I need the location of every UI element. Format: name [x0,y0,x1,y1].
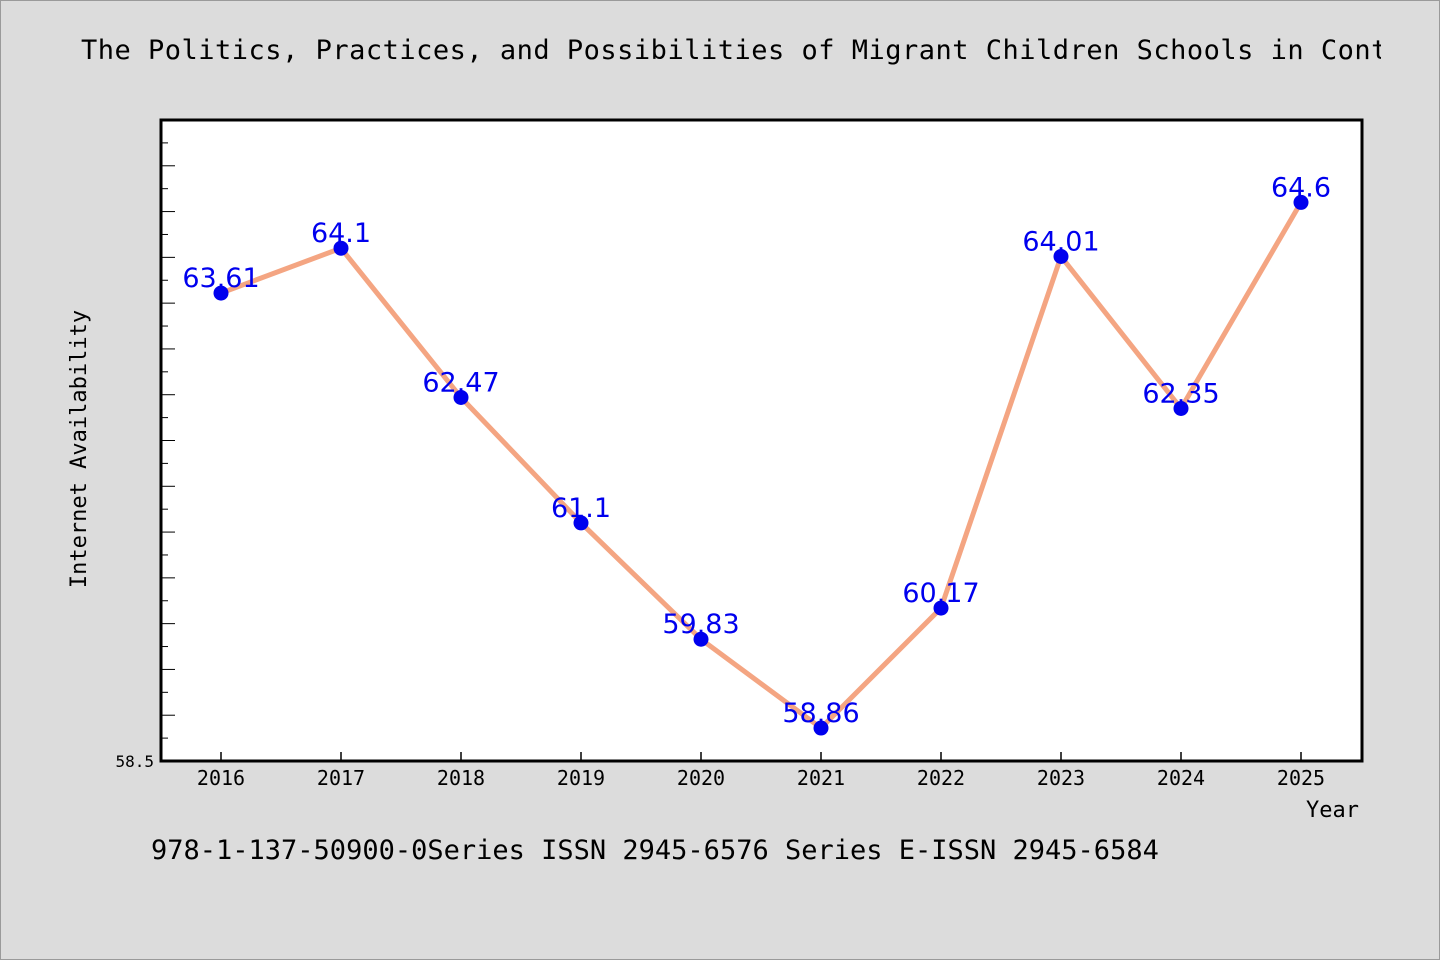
data-point [813,720,829,736]
x-tick-label: 2025 [1277,766,1325,790]
x-axis-label: Year [1306,798,1359,823]
data-label: 58.86 [782,698,859,729]
data-point [1293,194,1309,210]
data-point [453,389,469,405]
footer-isbn-text: 978-1-137-50900-0Series ISSN 2945-6576 S… [151,835,1159,866]
data-label: 61.1 [551,493,611,524]
y-axis-label: Internet Availability [67,310,92,588]
data-point [1173,400,1189,416]
data-point [213,285,229,301]
data-label: 64.6 [1271,172,1331,203]
plot-area [159,118,1364,763]
x-tick-label: 2021 [797,766,845,790]
x-tick-label: 2016 [197,766,245,790]
data-point [1053,248,1069,264]
data-labels: 63.61 64.1 62.47 61.1 59.83 58.86 60.17 64.01 62… [182,172,1331,729]
x-tick-label: 2017 [317,766,365,790]
data-point [933,600,949,616]
x-ticks: 2016 2017 2018 2019 2020 2021 2022 2023 2024 2025 [197,752,1325,790]
data-label: 62.47 [422,367,499,398]
data-label: 64.1 [311,218,371,249]
data-label: 59.83 [662,609,739,640]
y-axis-min-label: 58.5 [115,752,154,771]
data-point [693,631,709,647]
data-label: 64.01 [1022,226,1099,257]
data-points [213,194,1309,736]
data-label: 63.61 [182,263,259,294]
x-tick-label: 2019 [557,766,605,790]
x-tick-label: 2022 [917,766,965,790]
x-tick-label: 2020 [677,766,725,790]
y-ticks [161,142,175,739]
data-point [573,515,589,531]
x-tick-label: 2024 [1157,766,1205,790]
data-label: 60.17 [902,578,979,609]
series-line [218,199,1304,731]
x-tick-label: 2018 [437,766,485,790]
chart-title: The Politics, Practices, and Possibiliti… [81,35,1381,66]
data-point [333,240,349,256]
x-tick-label: 2023 [1037,766,1085,790]
data-label: 62.35 [1142,378,1219,409]
